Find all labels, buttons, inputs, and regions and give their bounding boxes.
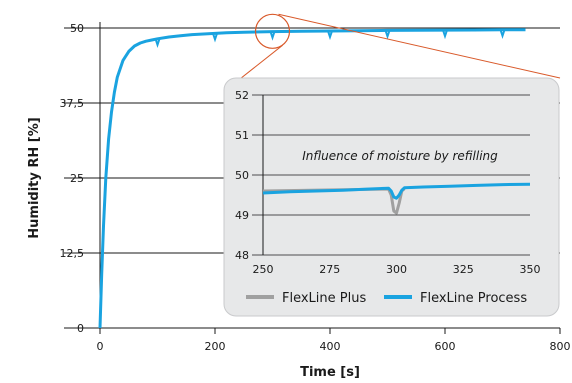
legend-label-flexline-process: FlexLine Process <box>420 291 527 306</box>
inset-y-tick-label: 48 <box>235 249 249 262</box>
inset-x-tick-label: 275 <box>319 263 340 276</box>
inset-y-tick-label: 51 <box>235 129 249 142</box>
x-tick-label: 600 <box>435 340 456 353</box>
refill-dip-mark <box>327 30 333 41</box>
legend-label-flexline-plus: FlexLine Plus <box>282 291 366 306</box>
main-tick-labels: 0 12,5 25 37,5 50 0 200 400 600 800 <box>60 22 571 353</box>
refill-dip-mark <box>499 29 506 39</box>
inset-x-tick-label: 250 <box>253 263 274 276</box>
inset-y-tick-label: 50 <box>235 169 249 182</box>
x-tick-label: 200 <box>205 340 226 353</box>
inset-series <box>262 182 531 215</box>
zoom-circle <box>254 13 291 49</box>
inset-tick-labels: 48 49 50 51 52 250 275 300 325 350 <box>235 89 541 276</box>
y-tick-label: 50 <box>70 22 84 35</box>
refill-dip-mark <box>269 31 276 41</box>
refill-dip-mark <box>212 33 218 43</box>
series-line-flexline-process <box>98 28 526 329</box>
x-tick-label: 0 <box>97 340 104 353</box>
x-axis-title: Time [s] <box>300 365 360 380</box>
zoom-guide-line <box>278 13 561 79</box>
y-tick-label: 12,5 <box>60 247 85 260</box>
refill-dip-mark <box>442 29 448 40</box>
main-axes <box>99 22 560 329</box>
refill-dip-mark <box>154 38 161 48</box>
inset-y-tick-label: 49 <box>235 209 249 222</box>
main-series <box>98 28 526 329</box>
y-tick-label: 0 <box>77 322 84 335</box>
refill-dip-mark <box>384 30 391 40</box>
y-tick-label: 37,5 <box>60 97 85 110</box>
inset-gridlines <box>252 94 530 256</box>
inset-y-tick-label: 52 <box>235 89 249 102</box>
legend: FlexLine Plus FlexLine Process <box>246 291 527 306</box>
inset-x-tick-label: 300 <box>386 263 407 276</box>
inset-chart: 48 49 50 51 52 250 275 300 325 350 Influence of m… <box>223 77 560 317</box>
x-tick-label: 800 <box>550 340 571 353</box>
y-tick-label: 25 <box>70 172 84 185</box>
inset-series-line-flexline-process <box>262 182 531 200</box>
inset-annotation: Influence of moisture by refilling <box>302 149 498 163</box>
y-axis-title: Humidity RH [%] <box>27 117 42 238</box>
inset-x-tick-label: 350 <box>520 263 541 276</box>
inset-x-tick-label: 325 <box>453 263 474 276</box>
x-tick-label: 400 <box>320 340 341 353</box>
